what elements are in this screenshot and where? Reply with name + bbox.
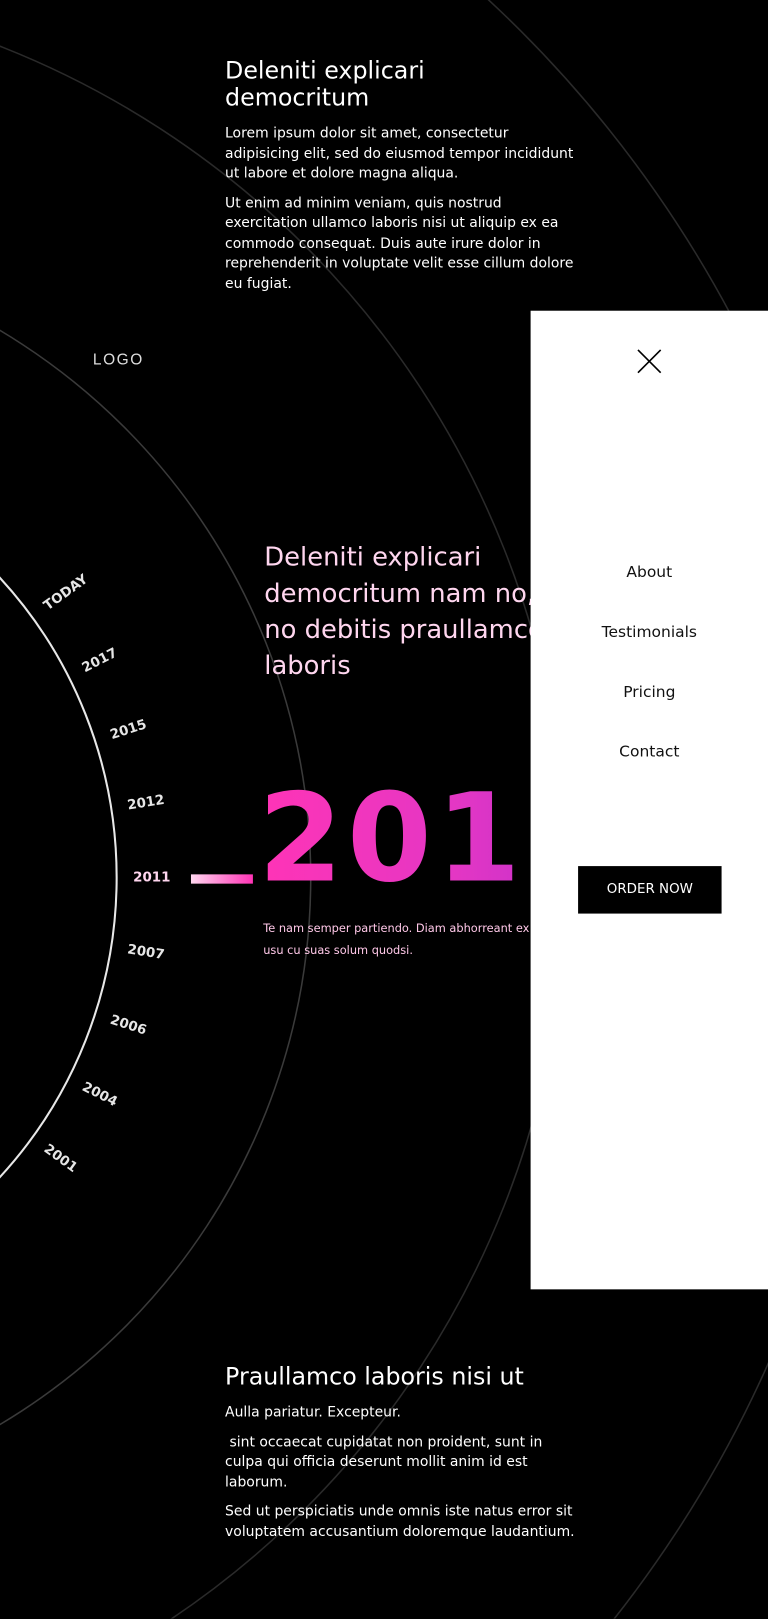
timeline-year[interactable]: 2004 <box>79 1080 119 1110</box>
section-title: Deleniti explicari democritum <box>225 57 425 112</box>
section-title: Praullamco laboris nisi ut <box>225 1363 524 1391</box>
timeline-year[interactable]: TODAY <box>41 572 91 614</box>
bottom-section: Praullamco laboris nisi ut Aulla pariatu… <box>225 1364 576 1543</box>
timeline-year[interactable]: 2006 <box>108 1013 148 1039</box>
close-button[interactable] <box>637 349 662 374</box>
menu-item[interactable]: About <box>626 562 673 582</box>
timeline-arc <box>0 576 118 1179</box>
menu-item[interactable]: Contact <box>619 742 680 761</box>
menu-panel: About Testimonials Pricing Contact ORDER NO… <box>530 310 768 1290</box>
logo[interactable]: LOGO <box>92 350 144 369</box>
paragraph: Lorem ipsum dolor sit amet, consectetur … <box>225 124 574 182</box>
order-button[interactable]: ORDER NOW <box>578 866 722 914</box>
paragraph: Sed ut perspiciatis unde omnis iste natu… <box>225 1503 577 1540</box>
timeline-year[interactable]: 2007 <box>126 942 165 963</box>
top-section: Deleniti explicari democritum Lorem ipsu… <box>225 58 576 294</box>
timeline-year[interactable]: 2012 <box>126 793 165 814</box>
year-dash <box>190 874 253 884</box>
timeline-year[interactable]: 2001 <box>41 1142 80 1176</box>
hero-description: Te nam semper partiendo. Diam abhorreant… <box>263 921 550 957</box>
hero-title: Deleniti explicari democritum nam no, no… <box>264 541 544 681</box>
paragraph: sint occaecat cupidatat non proident, su… <box>225 1433 547 1491</box>
timeline-year[interactable]: 2011 <box>133 870 170 885</box>
menu-item[interactable]: Testimonials <box>601 622 697 642</box>
paragraph: Ut enim ad minim veniam, quis nostrud ex… <box>225 194 574 292</box>
timeline-year[interactable]: 2017 <box>80 646 120 676</box>
timeline-year[interactable]: 2015 <box>109 717 149 743</box>
paragraph: Aulla pariatur. Excepteur. <box>225 1403 401 1421</box>
arc <box>0 329 312 1426</box>
menu-item[interactable]: Pricing <box>623 682 676 701</box>
